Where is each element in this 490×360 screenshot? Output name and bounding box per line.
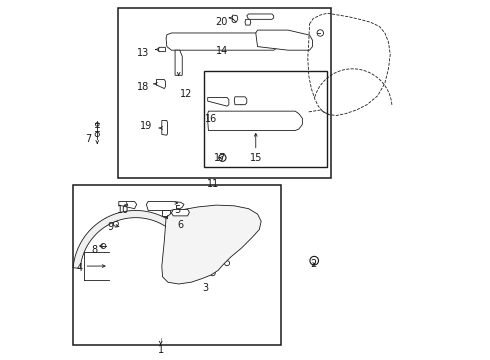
Text: 11: 11 [207,179,219,189]
Text: 6: 6 [177,220,184,230]
Circle shape [95,132,99,136]
Bar [177,41,183,45]
Circle shape [101,243,106,248]
Text: 19: 19 [140,121,152,131]
Bar [245,41,251,45]
Circle shape [195,238,200,243]
Circle shape [189,233,194,238]
Circle shape [210,271,215,276]
Circle shape [113,221,119,226]
Circle shape [196,39,201,44]
Circle shape [232,18,236,23]
Circle shape [178,238,183,243]
Circle shape [266,39,269,42]
Circle shape [96,123,99,126]
Circle shape [192,249,196,254]
Bar [215,121,221,125]
Text: 5: 5 [174,206,180,216]
Circle shape [207,248,212,253]
Circle shape [201,243,206,248]
Polygon shape [162,121,168,135]
Circle shape [268,119,272,123]
Text: 8: 8 [91,245,98,255]
Text: 4: 4 [77,263,83,273]
Circle shape [197,255,203,260]
Circle shape [232,119,236,123]
Polygon shape [162,205,261,284]
Polygon shape [158,47,166,51]
Text: 10: 10 [117,206,129,216]
Circle shape [224,261,230,266]
Circle shape [259,119,263,123]
Circle shape [178,39,183,44]
Bar [204,71,327,167]
Circle shape [189,260,194,265]
Circle shape [163,131,166,134]
Polygon shape [207,111,302,131]
Circle shape [214,39,219,44]
Circle shape [196,264,201,269]
Circle shape [214,119,219,123]
Text: 15: 15 [249,153,262,163]
Circle shape [223,119,227,123]
Circle shape [250,119,254,123]
Circle shape [246,39,251,44]
Circle shape [235,39,240,44]
Polygon shape [234,97,247,105]
Text: 1: 1 [158,345,164,355]
Polygon shape [119,202,137,209]
Text: 7: 7 [85,134,91,144]
Circle shape [288,119,292,123]
Polygon shape [232,15,238,22]
Text: 9: 9 [107,222,114,231]
Text: 3: 3 [202,283,209,293]
Circle shape [187,39,192,44]
Polygon shape [166,33,279,50]
Polygon shape [256,30,313,50]
Circle shape [257,39,262,44]
Bar [223,121,229,125]
Polygon shape [175,50,182,75]
Circle shape [203,268,208,273]
Circle shape [218,256,222,261]
Text: 18: 18 [137,82,149,92]
Text: 16: 16 [205,114,217,124]
Circle shape [260,36,265,41]
Circle shape [185,244,190,249]
Circle shape [241,119,245,123]
Polygon shape [245,19,251,25]
Text: 17: 17 [214,153,226,163]
Circle shape [205,39,210,44]
Polygon shape [156,80,166,89]
Circle shape [181,228,187,233]
Text: 13: 13 [137,48,149,58]
Circle shape [266,39,271,44]
Circle shape [236,99,240,103]
Circle shape [240,101,243,105]
Circle shape [219,154,226,161]
Text: 14: 14 [216,46,228,56]
Polygon shape [208,98,229,106]
Text: 20: 20 [216,17,228,27]
Bar [162,210,171,216]
Bar [118,8,331,178]
Polygon shape [147,202,184,211]
Polygon shape [247,14,274,19]
Circle shape [163,121,166,124]
Bar [73,185,281,345]
Circle shape [310,256,318,265]
Text: 12: 12 [180,89,192,99]
Polygon shape [73,211,190,269]
Circle shape [163,124,166,127]
Circle shape [317,30,323,36]
Circle shape [163,127,166,130]
Bar [186,41,192,45]
Circle shape [224,39,230,44]
Bar [236,41,243,45]
Circle shape [279,119,283,123]
Polygon shape [172,210,190,216]
Text: 2: 2 [310,259,316,269]
